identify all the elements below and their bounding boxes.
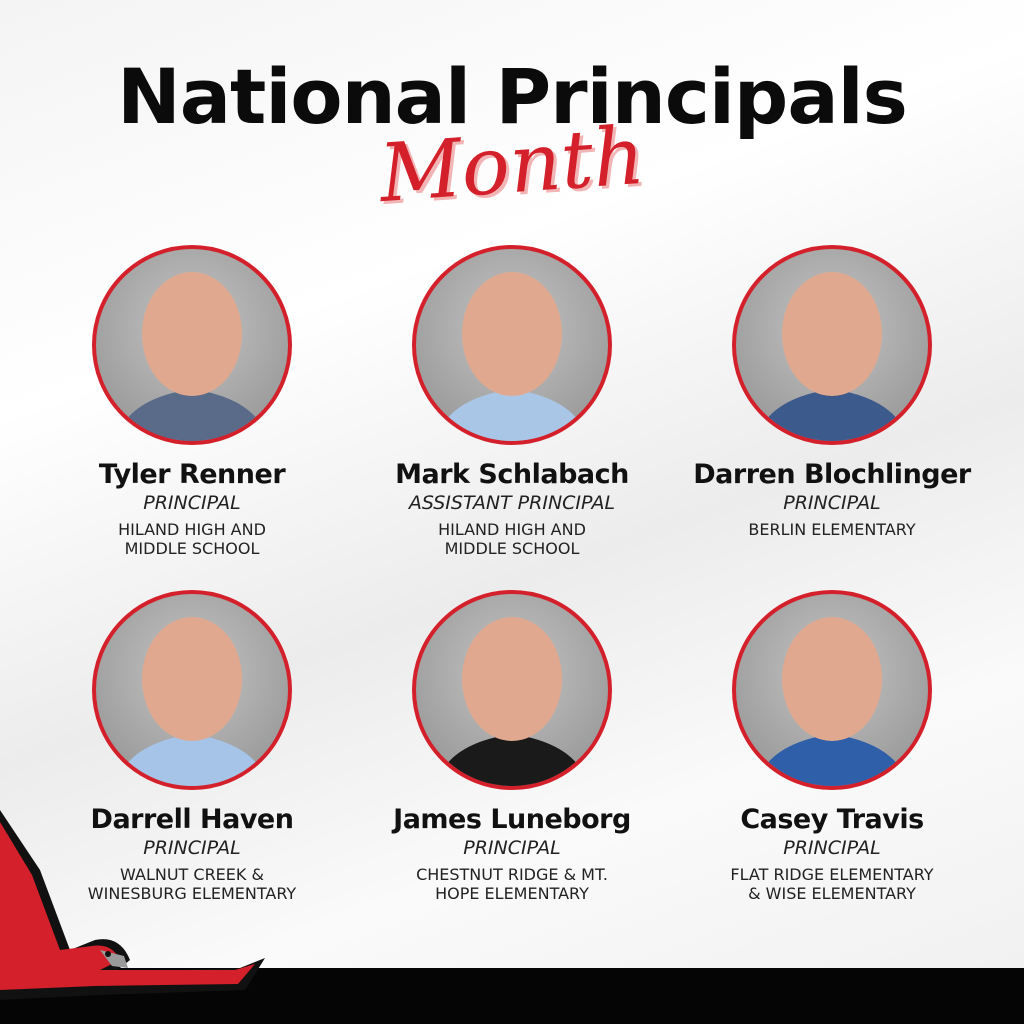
principal-card: Darren Blochlinger PRINCIPAL BERLIN ELEM… — [672, 245, 992, 539]
principal-card: Darrell Haven PRINCIPAL WALNUT CREEK & W… — [32, 590, 352, 903]
principal-school: FLAT RIDGE ELEMENTARY & WISE ELEMENTARY — [730, 865, 934, 903]
principal-name: Tyler Renner — [98, 459, 286, 490]
principal-school: BERLIN ELEMENTARY — [748, 520, 916, 539]
principal-role: PRINCIPAL — [143, 837, 241, 859]
principal-photo — [92, 245, 292, 445]
principal-name: James Luneborg — [393, 804, 631, 835]
principal-school: WALNUT CREEK & WINESBURG ELEMENTARY — [87, 865, 297, 903]
principal-role: PRINCIPAL — [783, 837, 881, 859]
principal-card: Casey Travis PRINCIPAL FLAT RIDGE ELEMEN… — [672, 590, 992, 903]
principal-photo — [92, 590, 292, 790]
principal-photo — [412, 245, 612, 445]
principal-name: Mark Schlabach — [395, 459, 629, 490]
principal-role: PRINCIPAL — [463, 837, 561, 859]
principal-school: CHESTNUT RIDGE & MT. HOPE ELEMENTARY — [416, 865, 608, 903]
principal-card: Mark Schlabach ASSISTANT PRINCIPAL HILAN… — [352, 245, 672, 558]
principal-photo — [412, 590, 612, 790]
principal-card: James Luneborg PRINCIPAL CHESTNUT RIDGE … — [352, 590, 672, 903]
hawk-mascot-icon — [0, 810, 265, 1000]
page-title: National Principals — [117, 52, 908, 141]
principal-school: HILAND HIGH AND MIDDLE SCHOOL — [438, 520, 586, 558]
principal-role: PRINCIPAL — [143, 492, 241, 514]
principal-photo — [732, 245, 932, 445]
principal-role: PRINCIPAL — [783, 492, 881, 514]
principal-name: Darren Blochlinger — [693, 459, 971, 490]
principal-name: Casey Travis — [740, 804, 924, 835]
principal-school: HILAND HIGH AND MIDDLE SCHOOL — [118, 520, 266, 558]
principal-photo — [732, 590, 932, 790]
principal-name: Darrell Haven — [90, 804, 294, 835]
principal-role: ASSISTANT PRINCIPAL — [408, 492, 616, 514]
principal-card: Tyler Renner PRINCIPAL HILAND HIGH AND M… — [32, 245, 352, 558]
